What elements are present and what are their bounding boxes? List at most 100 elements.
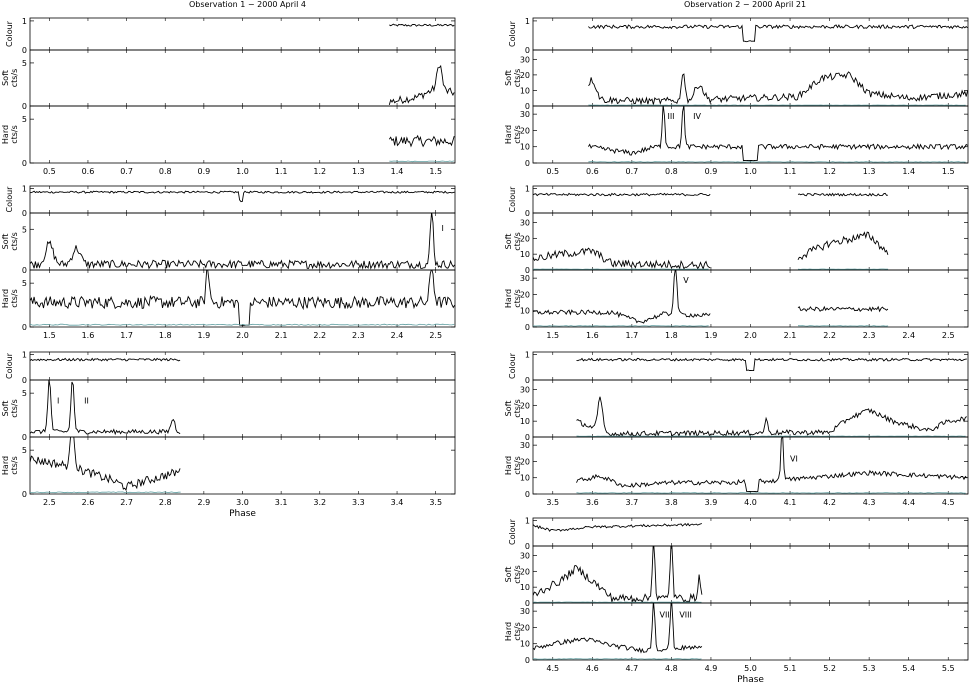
flare-label: III bbox=[667, 112, 674, 121]
light-curve bbox=[389, 23, 455, 27]
y-axis-label: Hard bbox=[1, 289, 10, 308]
panel-7-3: 0 10 20 30 Hard cts/s VII VIII bbox=[504, 602, 969, 665]
y-tick-label: 10 bbox=[520, 307, 530, 316]
y-tick-label: 0 bbox=[525, 376, 530, 385]
y-tick-label: 30 bbox=[520, 219, 530, 228]
light-curve bbox=[30, 437, 181, 492]
y-axis-label: cts/s bbox=[513, 69, 522, 88]
light-curve bbox=[30, 357, 181, 362]
y-axis-label: Soft bbox=[1, 70, 10, 86]
y-tick-label: 0 bbox=[525, 542, 530, 551]
x-tick-label: 2.0 bbox=[236, 331, 249, 340]
y-tick-label: 0 bbox=[22, 433, 27, 442]
y-tick-label: 20 bbox=[520, 401, 530, 410]
background-curve bbox=[533, 658, 702, 660]
y-tick-label: 20 bbox=[520, 567, 530, 576]
x-tick-label: 1.1 bbox=[784, 167, 797, 176]
y-tick-label: 1 bbox=[22, 17, 27, 26]
panel-1-3: 0 5 Hard cts/s bbox=[1, 105, 456, 168]
y-tick-label: 20 bbox=[520, 623, 530, 632]
y-tick-label: 20 bbox=[520, 71, 530, 80]
x-tick-label: 2.7 bbox=[120, 498, 133, 507]
x-tick-label: 1.2 bbox=[313, 167, 326, 176]
x-tick-label: 1.8 bbox=[665, 331, 678, 340]
y-tick-label: 30 bbox=[520, 441, 530, 450]
y-tick-label: 10 bbox=[520, 250, 530, 259]
y-tick-label: 5 bbox=[22, 279, 27, 288]
panel-frame bbox=[29, 351, 456, 381]
y-tick-label: 0 bbox=[22, 266, 27, 275]
x-tick-label: 4.5 bbox=[546, 664, 559, 673]
x-tick-label: 1.5 bbox=[942, 167, 955, 176]
x-tick-label: 3.4 bbox=[391, 498, 404, 507]
y-axis-label: Soft bbox=[504, 401, 513, 417]
y-tick-label: 5 bbox=[22, 59, 27, 68]
y-tick-label: 0 bbox=[525, 323, 530, 332]
flare-label: I bbox=[57, 397, 59, 406]
light-curve bbox=[533, 603, 703, 654]
panel-6-2: 0 10 20 30 Soft cts/s bbox=[504, 379, 969, 442]
panel-frame bbox=[532, 269, 969, 328]
y-tick-label: 20 bbox=[520, 234, 530, 243]
flare-label: VI bbox=[790, 454, 798, 463]
y-tick-label: 30 bbox=[520, 274, 530, 283]
x-tick-label: 5.5 bbox=[942, 664, 955, 673]
panel-frame bbox=[29, 436, 456, 495]
x-tick-label: 0.7 bbox=[120, 167, 133, 176]
x-tick-label: 4.7 bbox=[625, 664, 638, 673]
light-curve bbox=[30, 270, 455, 326]
panel-1-2: 0 5 Soft cts/s bbox=[1, 49, 456, 111]
x-tick-label: 2.3 bbox=[352, 331, 365, 340]
y-axis-label: cts/s bbox=[10, 456, 19, 475]
y-tick-label: 0 bbox=[525, 209, 530, 218]
y-tick-label: 0 bbox=[22, 46, 27, 55]
y-axis-label: Colour bbox=[508, 518, 517, 545]
light-curve bbox=[576, 396, 968, 437]
light-curve bbox=[588, 106, 968, 162]
panel-frame bbox=[29, 379, 456, 438]
y-tick-label: 0 bbox=[525, 490, 530, 499]
light-curve bbox=[388, 134, 455, 148]
y-tick-label: 0 bbox=[22, 323, 27, 332]
x-tick-label: 2.6 bbox=[82, 498, 95, 507]
y-tick-label: 0 bbox=[525, 102, 530, 111]
x-tick-label: 3.0 bbox=[236, 498, 249, 507]
x-tick-label: 2.4 bbox=[391, 331, 404, 340]
y-tick-label: 10 bbox=[520, 86, 530, 95]
background-curve bbox=[576, 492, 966, 494]
y-axis-label: Colour bbox=[508, 186, 517, 213]
y-tick-label: 0 bbox=[22, 490, 27, 499]
y-axis-label: Hard bbox=[1, 125, 10, 144]
x-tick-label: 5.4 bbox=[902, 664, 915, 673]
background-curve bbox=[533, 325, 709, 327]
light-curve bbox=[797, 305, 889, 313]
x-tick-label: 3.3 bbox=[352, 498, 365, 507]
y-axis-label: Hard bbox=[1, 456, 10, 475]
y-tick-label: 0 bbox=[22, 159, 27, 168]
x-tick-label: 4.1 bbox=[784, 498, 797, 507]
y-tick-label: 10 bbox=[520, 583, 530, 592]
x-tick-label: 1.7 bbox=[625, 331, 638, 340]
y-tick-label: 20 bbox=[520, 126, 530, 135]
x-tick-label: 3.2 bbox=[313, 498, 326, 507]
y-axis-label: cts/s bbox=[513, 125, 522, 144]
panel-frame bbox=[532, 49, 969, 107]
y-axis-label: Colour bbox=[5, 186, 14, 213]
x-tick-label: 0.6 bbox=[82, 167, 95, 176]
y-axis-label: Colour bbox=[5, 352, 14, 379]
y-axis-label: cts/s bbox=[10, 289, 19, 308]
x-tick-label: 5.1 bbox=[784, 664, 797, 673]
x-tick-label: 0.8 bbox=[159, 167, 172, 176]
x-tick-label: 1.5 bbox=[43, 331, 56, 340]
x-tick-label: 3.1 bbox=[275, 498, 288, 507]
y-tick-label: 0 bbox=[525, 266, 530, 275]
light-curve bbox=[797, 192, 888, 197]
x-tick-label: 1.0 bbox=[744, 167, 757, 176]
panel-1-1: 0 1 Colour bbox=[5, 17, 456, 55]
